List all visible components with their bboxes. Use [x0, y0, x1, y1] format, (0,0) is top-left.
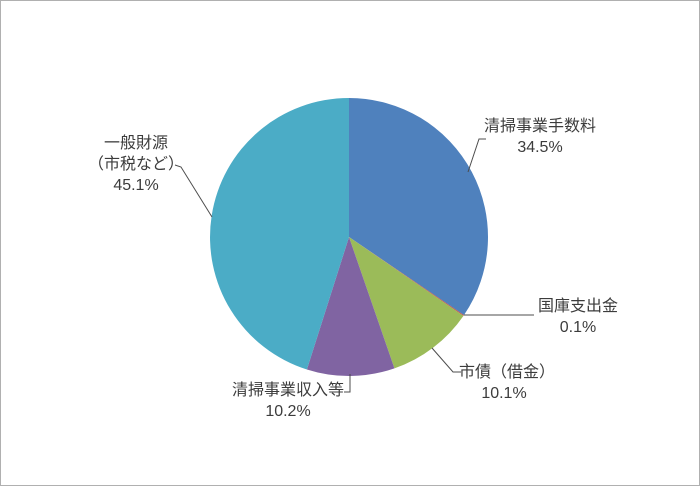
- leader-line-ippan-zaigen: [174, 164, 213, 218]
- label-kokko-shishutsukin: 国庫支出金 0.1%: [536, 296, 620, 338]
- leader-line-seisou-tesuryo: [467, 138, 486, 173]
- label-shisai-pct: 10.1%: [481, 385, 527, 402]
- pie-slice-3: [349, 237, 464, 369]
- label-seisou-shunyu: 清掃事業収入等 10.2%: [229, 380, 347, 422]
- label-kokko-shishutsukin-name: 国庫支出金: [537, 298, 618, 315]
- pie-slice-4: [306, 237, 395, 376]
- label-seisou-shunyu-pct: 10.2%: [265, 403, 311, 420]
- label-seisou-tesuryo-name: 清掃事業手数料: [483, 118, 596, 135]
- label-kokko-shishutsukin-pct: 0.1%: [559, 319, 597, 336]
- label-shisai-name: 市債（借金）: [459, 364, 556, 381]
- leader-line-shisai: [431, 347, 461, 373]
- label-seisou-tesuryo: 清掃事業手数料 34.5%: [478, 116, 602, 158]
- label-ippan-zaigen: 一般財源 （市税など） 45.1%: [86, 133, 186, 196]
- pie-slices-group: [210, 98, 488, 376]
- leader-lines-group: [174, 138, 534, 393]
- label-ippan-zaigen-line2: （市税など）: [87, 156, 184, 173]
- pie-slice-2: [349, 237, 464, 316]
- pie-slice-5: [210, 98, 349, 370]
- label-shisai: 市債（借金） 10.1%: [459, 362, 555, 404]
- label-seisou-tesuryo-pct: 34.5%: [517, 139, 563, 156]
- leader-line-seisou-shunyu: [344, 374, 351, 393]
- pie-slice-1: [349, 98, 488, 316]
- label-seisou-shunyu-name: 清掃事業収入等: [231, 382, 344, 399]
- label-ippan-zaigen-pct: 45.1%: [113, 177, 159, 194]
- label-ippan-zaigen-line1: 一般財源: [103, 135, 168, 152]
